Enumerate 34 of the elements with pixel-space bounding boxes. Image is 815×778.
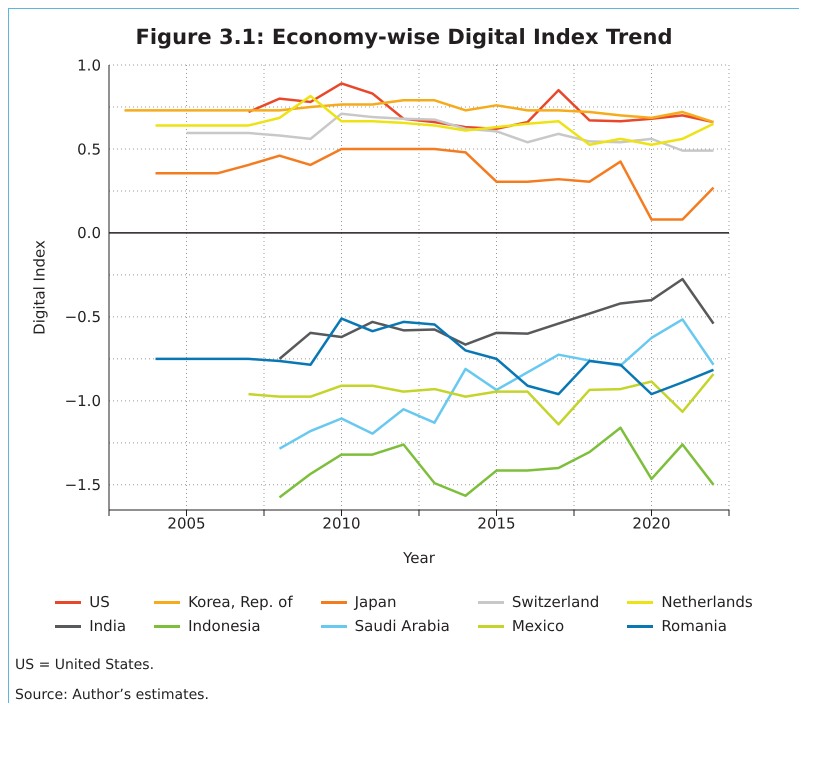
x-tick-label: 2020	[632, 514, 671, 533]
legend-label: Romania	[661, 617, 727, 635]
x-axis-title: Year	[402, 549, 436, 567]
legend-label: Mexico	[512, 617, 564, 635]
y-tick-label: −1.5	[64, 476, 101, 494]
line-series	[247, 372, 715, 426]
legend-label: US	[89, 593, 110, 611]
line-series	[278, 426, 715, 499]
legend-label: Switzerland	[512, 593, 600, 611]
source-note: Source: Author’s estimates.	[15, 687, 210, 703]
line-series	[278, 318, 715, 450]
legend-label: Saudi Arabia	[354, 617, 450, 635]
y-tick-label: 0.5	[77, 140, 101, 158]
x-tick-label: 2015	[477, 514, 516, 533]
line-series	[154, 148, 715, 221]
legend-label: Indonesia	[188, 617, 261, 635]
line-series	[185, 112, 715, 152]
y-tick-label: 1.0	[77, 56, 101, 74]
legend-label: Japan	[354, 593, 396, 611]
x-tick-label: 2005	[167, 514, 206, 533]
legend-label: India	[89, 617, 126, 635]
y-tick-label: −0.5	[64, 308, 101, 326]
line-series	[123, 99, 715, 124]
legend-label: Netherlands	[661, 593, 753, 611]
line-series	[278, 278, 715, 360]
text: US = United States.	[15, 657, 156, 673]
y-axis-title: Digital Index	[30, 240, 48, 335]
chart-title: Figure 3.1: Economy-wise Digital Index Trend	[134, 25, 674, 49]
y-tick-label: 0.0	[77, 224, 101, 242]
legend-label: Korea, Rep. of	[188, 593, 293, 611]
line-series	[154, 317, 715, 396]
y-tick-label: −1.0	[64, 392, 101, 410]
x-tick-label: 2010	[322, 514, 361, 533]
line-series	[154, 94, 715, 146]
